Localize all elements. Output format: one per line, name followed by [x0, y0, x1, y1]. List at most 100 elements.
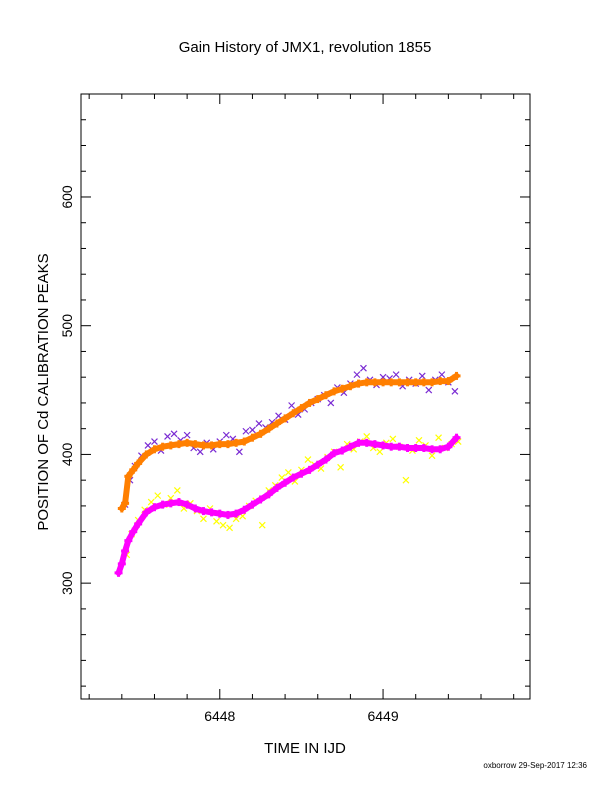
data-point-s3 [337, 463, 345, 471]
point-stroke [284, 469, 292, 476]
data-point-s1 [425, 386, 433, 394]
data-point-s1 [438, 371, 446, 379]
point-stroke [219, 521, 227, 529]
chart-title: Gain History of JMX1, revolution 1855 [179, 39, 432, 56]
data-point-s3 [213, 517, 220, 525]
data-point-s3 [226, 524, 234, 532]
point-stroke [363, 432, 371, 440]
point-stroke [291, 478, 299, 485]
point-stroke [337, 463, 345, 471]
point-stroke [173, 487, 181, 494]
point-stroke [154, 492, 162, 500]
point-stroke [255, 420, 263, 427]
point-stroke [438, 371, 446, 379]
point-stroke [196, 448, 204, 456]
point-stroke [232, 515, 240, 523]
data-point-s1 [255, 420, 263, 427]
plot-frame [80, 93, 531, 700]
point-stroke [435, 434, 442, 442]
point-stroke [268, 418, 276, 426]
data-point-s3 [154, 492, 162, 500]
data-point-s1 [242, 427, 250, 435]
point-stroke [239, 512, 247, 520]
data-marks [114, 364, 462, 577]
data-point-s3 [415, 436, 423, 444]
data-point-s1 [144, 441, 152, 449]
data-point-s1 [164, 432, 171, 440]
data-point-s1 [379, 373, 387, 381]
point-stroke [392, 371, 400, 379]
data-point-s1 [360, 364, 367, 372]
y-tick-label: 600 [59, 185, 75, 209]
data-point-s1 [327, 399, 335, 407]
data-point-s3 [376, 448, 384, 456]
data-point-s3 [173, 487, 181, 494]
data-point-s1 [353, 371, 361, 379]
point-stroke [278, 474, 286, 482]
data-point-s3 [363, 432, 371, 440]
point-stroke [213, 517, 220, 525]
data-point-s1 [418, 372, 426, 380]
point-stroke [428, 452, 436, 460]
point-stroke [235, 448, 243, 456]
point-stroke [222, 431, 230, 439]
point-stroke [294, 411, 302, 418]
point-stroke [376, 448, 384, 456]
tick-labels: 300 400 500 600 6448 6449 [59, 185, 399, 724]
point-stroke [170, 430, 178, 438]
fit-line-s2 [118, 372, 460, 512]
point-stroke [389, 435, 397, 443]
y-tick-label: 400 [59, 443, 75, 467]
data-point-s3 [200, 515, 207, 523]
point-stroke [151, 438, 158, 445]
data-point-s1 [222, 431, 230, 439]
point-stroke [402, 476, 410, 484]
data-point-s1 [151, 438, 158, 445]
point-stroke [353, 371, 361, 379]
point-stroke [226, 524, 234, 532]
data-point-s1 [249, 426, 256, 434]
data-point-s1 [183, 431, 191, 439]
credit-text: oxborrow 29-Sep-2017 12:36 [483, 761, 587, 770]
y-axis-label: POSITION OF Cd CALIBRATION PEAKS [35, 253, 52, 530]
data-point-s3 [304, 456, 312, 463]
point-stroke [164, 432, 171, 440]
fit-line-s4 [115, 434, 460, 576]
point-stroke [454, 438, 462, 445]
point-stroke [242, 427, 250, 435]
point-stroke [275, 412, 282, 420]
axis-ticks [81, 93, 530, 699]
point-stroke [418, 372, 426, 380]
data-point-s1 [392, 371, 400, 379]
point-stroke [258, 521, 266, 529]
data-point-s3 [435, 434, 442, 442]
point-stroke [415, 436, 423, 444]
data-point-s1 [170, 430, 178, 438]
data-point-s3 [428, 452, 436, 460]
x-tick-label: 6449 [367, 708, 398, 724]
point-stroke [304, 456, 312, 463]
data-point-s1 [451, 387, 459, 395]
x-axis-label: TIME IN IJD [264, 740, 346, 757]
point-stroke [425, 386, 433, 394]
point-stroke [144, 441, 152, 449]
point-stroke [317, 465, 325, 473]
data-point-s1 [235, 448, 243, 456]
point-stroke [327, 399, 335, 407]
point-stroke [200, 515, 207, 523]
point-stroke [288, 402, 296, 409]
data-point-s1 [196, 448, 204, 456]
data-point-s3 [258, 521, 266, 529]
point-stroke [360, 364, 367, 372]
point-stroke [451, 387, 459, 395]
point-stroke [183, 431, 191, 439]
y-tick-label: 500 [59, 314, 75, 338]
point-stroke [147, 498, 155, 506]
data-point-s3 [284, 469, 292, 476]
point-stroke [379, 373, 387, 381]
y-tick-label: 300 [59, 571, 75, 595]
data-point-s1 [288, 402, 296, 409]
point-stroke [167, 494, 175, 502]
point-stroke [249, 426, 256, 434]
